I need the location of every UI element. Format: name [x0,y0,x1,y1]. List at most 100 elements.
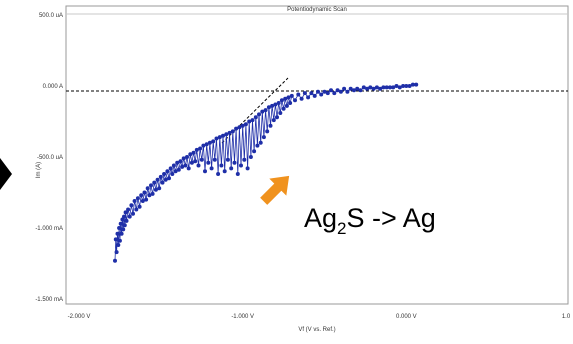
data-point [204,142,209,147]
data-point [131,211,135,216]
data-point [118,221,123,226]
data-point [134,207,139,212]
annotation-label: Ag2S -> Ag [304,203,436,238]
data-point [245,166,250,171]
data-point [260,109,265,114]
data-point [253,115,258,120]
data-point [217,135,222,140]
data-point [140,199,145,203]
data-point [299,96,304,101]
data-point [189,160,194,165]
data-point [237,125,242,130]
data-point [124,218,129,223]
data-point [227,130,232,135]
x-tick-label: 1.0 [562,314,571,320]
data-point [175,160,180,165]
data-point [247,119,252,124]
data-point [394,84,399,88]
data-point [384,85,389,90]
data-point [117,226,122,230]
data-point [219,163,224,168]
data-point [355,86,360,91]
data-point [368,85,373,90]
data-point [361,85,366,90]
data-point [257,112,261,117]
x-tick-label: -1.000 V [231,314,254,320]
plot-area [65,5,569,305]
data-point [121,227,126,232]
data-point [150,191,155,196]
data-point [365,86,370,91]
data-point [371,86,376,91]
data-point [199,157,204,162]
data-point [168,166,173,171]
data-point [319,92,324,97]
data-point [397,85,402,90]
data-point [113,258,117,263]
y-tick-label: -1.500 mA [35,297,63,303]
data-point [170,172,175,176]
y-tick-label: 0.000 A [43,84,63,90]
data-point [158,174,163,179]
data-point [338,89,343,94]
orange-arrow-icon [260,175,290,205]
data-point [229,166,234,171]
data-point [211,139,216,144]
data-point [196,163,201,168]
data-point [288,101,293,105]
data-point [407,84,412,88]
data-point [248,155,253,159]
data-point [222,169,227,174]
data-point [214,136,219,141]
data-point [381,85,386,90]
data-point [122,214,126,219]
data-point [258,140,263,145]
data-point [250,118,255,123]
annotation-main: Ag [304,203,337,233]
y-tick-label: -500.0 uA [37,155,63,161]
data-point [239,163,243,168]
data-point [201,143,206,148]
data-point [132,199,137,203]
data-point [278,111,283,115]
data-point [286,95,291,100]
data-point [113,237,118,242]
data-point [203,169,207,174]
data-point [171,163,176,168]
annotation-rest: S -> Ag [347,203,436,233]
data-point [284,103,289,108]
data-point [309,91,314,96]
chart-title: Potentiodynamic Scan [287,7,347,13]
data-point [391,85,396,90]
data-point [332,91,337,96]
data-point [191,150,196,155]
data-point [322,89,327,94]
data-point [281,106,286,111]
data-point [348,86,353,91]
data-point [165,169,170,174]
data-point [265,129,270,134]
data-point [126,207,131,212]
data-point [268,123,273,128]
data-point [266,105,271,110]
data-point [289,93,294,98]
data-point [114,250,119,255]
data-point [155,177,160,182]
data-point [342,86,347,91]
data-point [325,91,330,96]
data-point [162,172,167,176]
data-point [209,166,214,171]
data-point [240,123,245,128]
data-point [224,132,229,137]
data-point [293,98,297,103]
y-axis-label: Im (A) [36,162,42,178]
data-point [157,186,162,191]
data-point [183,163,188,168]
data-point [302,91,307,96]
x-axis-label: Vf (V vs. Ref.) [298,327,335,333]
data-point [230,129,235,134]
data-point [283,96,288,101]
data-point [316,89,320,94]
